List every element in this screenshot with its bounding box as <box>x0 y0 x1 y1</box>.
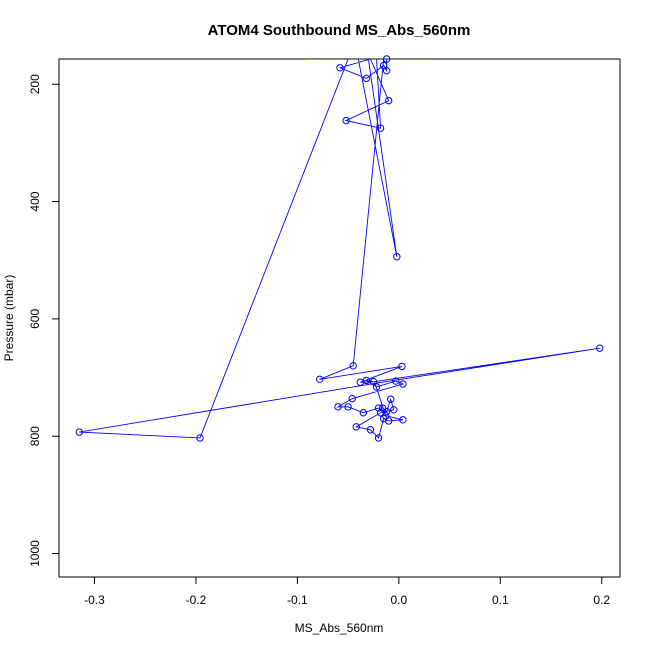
x-axis: -0.3 -0.2 -0.1 0.0 0.1 0.2 <box>84 577 610 607</box>
data-point <box>374 404 383 412</box>
data-point <box>359 409 368 417</box>
data-point <box>399 416 407 424</box>
data-point <box>596 344 604 352</box>
data-point <box>75 428 83 436</box>
data-point <box>362 376 371 385</box>
data-point <box>385 96 393 105</box>
data-point <box>344 403 352 411</box>
data-point <box>342 116 350 125</box>
x-tick-label: -0.3 <box>84 593 105 607</box>
data-point <box>362 74 371 83</box>
data-point <box>366 426 375 434</box>
data-point <box>393 253 401 261</box>
y-axis-label: Pressure (mbar) <box>2 275 16 362</box>
data-point <box>379 61 388 70</box>
data-point <box>382 55 391 63</box>
series-markers <box>75 55 604 442</box>
plot-frame <box>58 58 621 578</box>
y-tick-label: 200 <box>28 74 42 94</box>
x-tick-label: -0.2 <box>186 593 207 607</box>
y-axis: 200 400 600 800 1000 <box>28 74 59 567</box>
y-tick-label: 600 <box>28 309 42 329</box>
data-point <box>348 394 356 403</box>
series-polyline <box>79 59 600 439</box>
data-point <box>336 64 344 72</box>
data-point <box>349 362 357 370</box>
data-point <box>390 406 398 414</box>
data-point <box>334 403 342 411</box>
x-axis-label: MS_Abs_560nm <box>295 621 384 635</box>
data-point <box>387 395 395 403</box>
y-tick-label: 1000 <box>28 540 42 567</box>
data-point <box>374 434 383 442</box>
data-point <box>399 380 407 388</box>
data-point <box>381 411 390 420</box>
data-point <box>372 383 381 391</box>
x-tick-label: -0.1 <box>287 593 308 607</box>
plot-area <box>75 55 604 442</box>
series-line <box>79 59 600 439</box>
y-tick-label: 800 <box>28 426 42 446</box>
chart-title: ATOM4 Southbound MS_Abs_560nm <box>208 22 471 39</box>
data-point <box>352 423 360 431</box>
x-tick-label: 0.1 <box>492 593 509 607</box>
x-tick-label: 0.2 <box>593 593 610 607</box>
data-point <box>376 124 385 132</box>
y-tick-label: 400 <box>28 191 42 211</box>
x-tick-label: 0.0 <box>391 593 408 607</box>
data-point <box>398 362 406 371</box>
data-point <box>196 434 204 442</box>
data-point <box>392 377 400 385</box>
data-point <box>316 375 324 383</box>
